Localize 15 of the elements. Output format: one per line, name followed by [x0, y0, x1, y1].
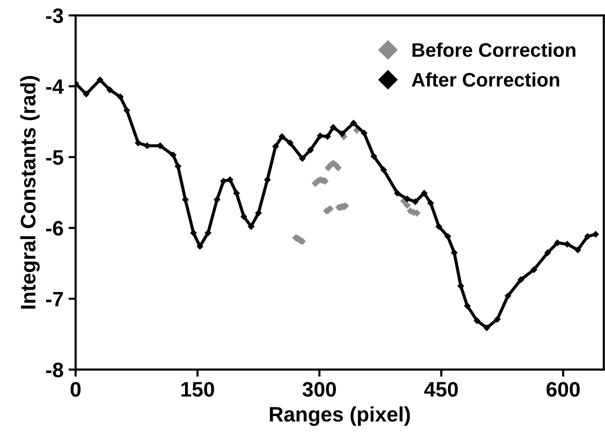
y-tick-label: -6 — [46, 220, 64, 236]
y-tick-label: -3 — [46, 8, 64, 24]
x-axis-title: Ranges (pixel) — [270, 406, 410, 426]
x-tick-label: 300 — [302, 382, 336, 397]
x-tick-label: 0 — [70, 382, 81, 397]
x-tick-label: 450 — [424, 382, 458, 397]
legend-label: After Correction — [412, 72, 560, 87]
y-tick-label: -4 — [46, 79, 64, 94]
y-axis-title: Integral Constants (rad) — [20, 76, 40, 309]
x-tick-label: 150 — [181, 382, 214, 397]
legend-label: Before Correction — [412, 42, 576, 57]
y-tick-label: -5 — [46, 150, 64, 165]
x-tick-label: 600 — [546, 382, 580, 397]
y-tick-label: -7 — [46, 292, 63, 306]
y-tick-label: -8 — [46, 362, 64, 378]
